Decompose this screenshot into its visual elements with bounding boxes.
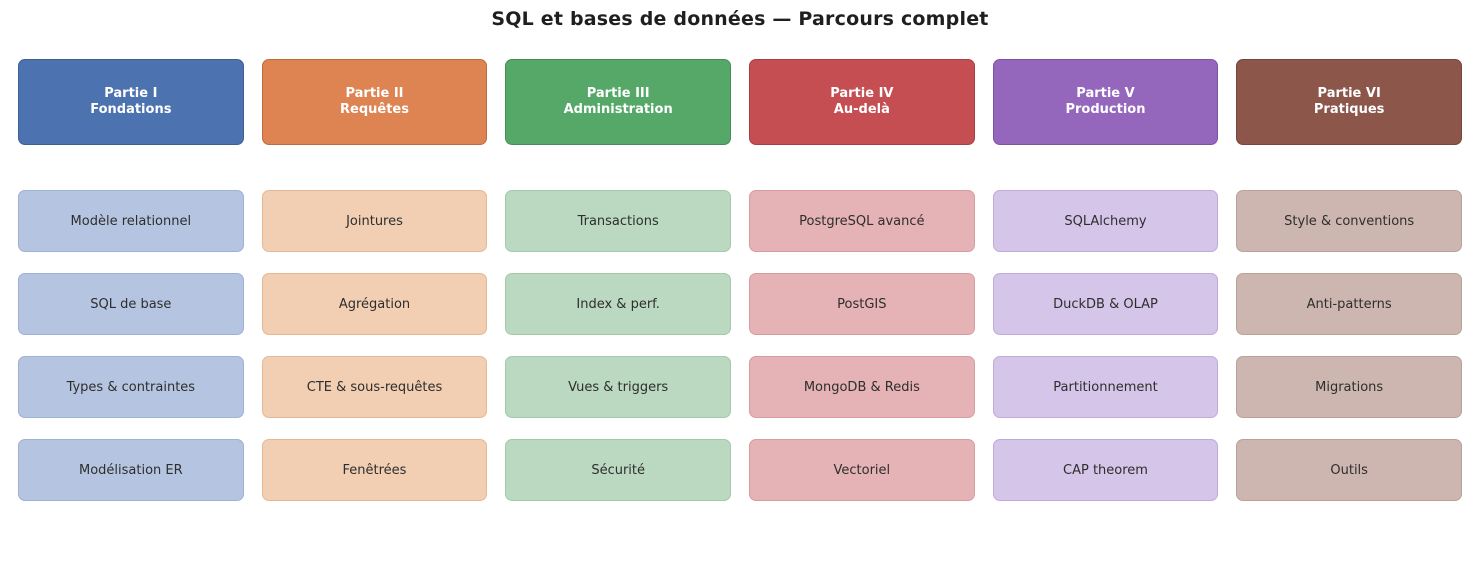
part-number: Partie VI xyxy=(1317,85,1381,101)
topic-label: Migrations xyxy=(1315,379,1384,395)
topic-card: Fenêtrées xyxy=(261,439,488,501)
part-title: Requêtes xyxy=(340,102,409,117)
topic-label: Vectoriel xyxy=(833,462,891,478)
part-number: Partie V xyxy=(1076,85,1135,101)
topic-label: Modèle relationnel xyxy=(70,213,192,229)
topic-card: Modélisation ER xyxy=(18,439,244,501)
part-number: Partie I xyxy=(104,85,158,101)
topic-card: SQLAlchemy xyxy=(992,190,1219,252)
topic-card: Index & perf. xyxy=(505,273,731,335)
topic-card: Jointures xyxy=(261,190,488,252)
topic-label: Types & contraintes xyxy=(66,379,196,395)
topic-card: Anti-patterns xyxy=(1236,273,1462,335)
topic-card: SQL de base xyxy=(18,273,244,335)
part-header: Partie III Administration xyxy=(505,59,731,145)
topic-card: MongoDB & Redis xyxy=(749,356,975,418)
topic-label: Agrégation xyxy=(338,296,411,312)
topic-card: Agrégation xyxy=(261,273,488,335)
column-production: Partie V Production SQLAlchemy DuckDB & … xyxy=(992,59,1219,501)
column-administration: Partie III Administration Transactions I… xyxy=(505,59,731,501)
topic-card: Vectoriel xyxy=(749,439,975,501)
topic-label: DuckDB & OLAP xyxy=(1053,296,1158,312)
column-au-dela: Partie IV Au-delà PostgreSQL avancé Post… xyxy=(749,59,975,501)
topic-card: Transactions xyxy=(505,190,731,252)
topic-card: Partitionnement xyxy=(992,356,1219,418)
topic-card: CAP theorem xyxy=(992,439,1219,501)
topic-card: CTE & sous-requêtes xyxy=(261,356,488,418)
topic-card: Sécurité xyxy=(505,439,731,501)
card-stack: Transactions Index & perf. Vues & trigge… xyxy=(505,190,731,501)
topic-card: Style & conventions xyxy=(1236,190,1462,252)
part-number: Partie II xyxy=(345,85,404,101)
topic-label: MongoDB & Redis xyxy=(803,379,920,395)
card-stack: Style & conventions Anti-patterns Migrat… xyxy=(1236,190,1462,501)
card-stack: Modèle relationnel SQL de base Types & c… xyxy=(18,190,244,501)
topic-label: Transactions xyxy=(577,213,659,229)
column-fondations: Partie I Fondations Modèle relationnel S… xyxy=(18,59,244,501)
topic-label: Modélisation ER xyxy=(78,462,183,478)
topic-label: Index & perf. xyxy=(576,296,660,312)
part-number: Partie IV xyxy=(830,85,894,101)
topic-label: Jointures xyxy=(346,213,403,229)
topic-label: CTE & sous-requêtes xyxy=(306,379,443,395)
topic-label: Partitionnement xyxy=(1053,379,1158,395)
topic-label: Outils xyxy=(1330,462,1368,478)
column-requetes: Partie II Requêtes Jointures Agrégation … xyxy=(261,59,488,501)
curriculum-board: Partie I Fondations Modèle relationnel S… xyxy=(18,59,1462,501)
part-header: Partie VI Pratiques xyxy=(1236,59,1462,145)
page-title: SQL et bases de données — Parcours compl… xyxy=(491,8,989,30)
topic-card: Migrations xyxy=(1236,356,1462,418)
topic-label: Sécurité xyxy=(591,462,646,478)
column-pratiques: Partie VI Pratiques Style & conventions … xyxy=(1236,59,1462,501)
topic-label: PostGIS xyxy=(837,296,887,312)
part-title: Au-delà xyxy=(833,102,890,117)
part-title: Administration xyxy=(563,102,673,117)
topic-label: Fenêtrées xyxy=(342,462,407,478)
part-number: Partie III xyxy=(586,85,650,101)
topic-label: SQL de base xyxy=(90,296,172,312)
topic-card: DuckDB & OLAP xyxy=(992,273,1219,335)
topic-label: Style & conventions xyxy=(1284,213,1415,229)
part-title: Pratiques xyxy=(1313,102,1385,117)
card-stack: PostgreSQL avancé PostGIS MongoDB & Redi… xyxy=(749,190,975,501)
topic-card: PostgreSQL avancé xyxy=(749,190,975,252)
part-title: Production xyxy=(1065,102,1146,117)
topic-label: CAP theorem xyxy=(1063,462,1148,478)
topic-label: SQLAlchemy xyxy=(1064,213,1147,229)
part-header: Partie I Fondations xyxy=(18,59,244,145)
topic-card: Modèle relationnel xyxy=(18,190,244,252)
card-stack: SQLAlchemy DuckDB & OLAP Partitionnement… xyxy=(992,190,1219,501)
topic-label: Anti-patterns xyxy=(1306,296,1392,312)
topic-label: Vues & triggers xyxy=(568,379,669,395)
topic-label: PostgreSQL avancé xyxy=(799,213,925,229)
card-stack: Jointures Agrégation CTE & sous-requêtes… xyxy=(261,190,488,501)
topic-card: Outils xyxy=(1236,439,1462,501)
topic-card: Vues & triggers xyxy=(505,356,731,418)
topic-card: PostGIS xyxy=(749,273,975,335)
part-header: Partie II Requêtes xyxy=(261,59,488,145)
part-header: Partie V Production xyxy=(992,59,1219,145)
topic-card: Types & contraintes xyxy=(18,356,244,418)
part-title: Fondations xyxy=(90,102,172,117)
part-header: Partie IV Au-delà xyxy=(749,59,975,145)
